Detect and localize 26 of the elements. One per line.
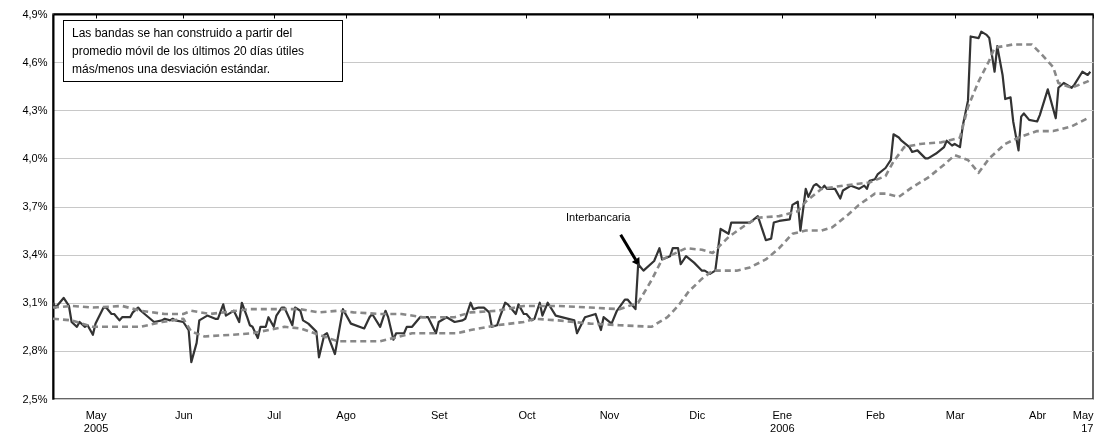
x-tick-label: Abr (1029, 408, 1047, 421)
x-tick-label: May 17 (1072, 408, 1094, 434)
y-tick-label: 3,4% (22, 248, 48, 261)
x-tick-label: Jun (174, 408, 193, 421)
x-tick-label: Set (430, 408, 448, 421)
y-tick-label: 2,8% (22, 344, 48, 357)
line-series (51, 116, 1089, 343)
x-tick-label: Dic (689, 408, 706, 421)
x-tick-label: Jul (267, 408, 282, 421)
y-tick-label: 4,3% (22, 103, 48, 116)
text-box: Las bandas se han construido a partir del promedio móvil de los últimos 20 días útiles más/menos una desviación estándar. (63, 20, 343, 82)
y-tick-label: 4,9% (22, 7, 48, 20)
y-tick-label: 4,0% (22, 151, 48, 164)
line-series (51, 43, 1092, 319)
annotation: Interbancaria (566, 211, 632, 224)
x-tick-label: May 2005 (83, 408, 109, 434)
x-tick-label: Feb (865, 408, 885, 421)
x-tick-label: Oct (518, 408, 536, 421)
y-tick-label: 2,5% (22, 392, 48, 405)
y-tick-label: 3,1% (22, 296, 48, 309)
x-tick-label: Nov (599, 408, 620, 421)
y-tick-label: 3,7% (22, 200, 48, 212)
y-tick-label: 4,6% (22, 55, 48, 68)
x-tick-label: Ago (336, 408, 356, 421)
x-tick-label: Mar (945, 408, 965, 421)
x-tick-label: Ene 2006 (770, 408, 795, 434)
